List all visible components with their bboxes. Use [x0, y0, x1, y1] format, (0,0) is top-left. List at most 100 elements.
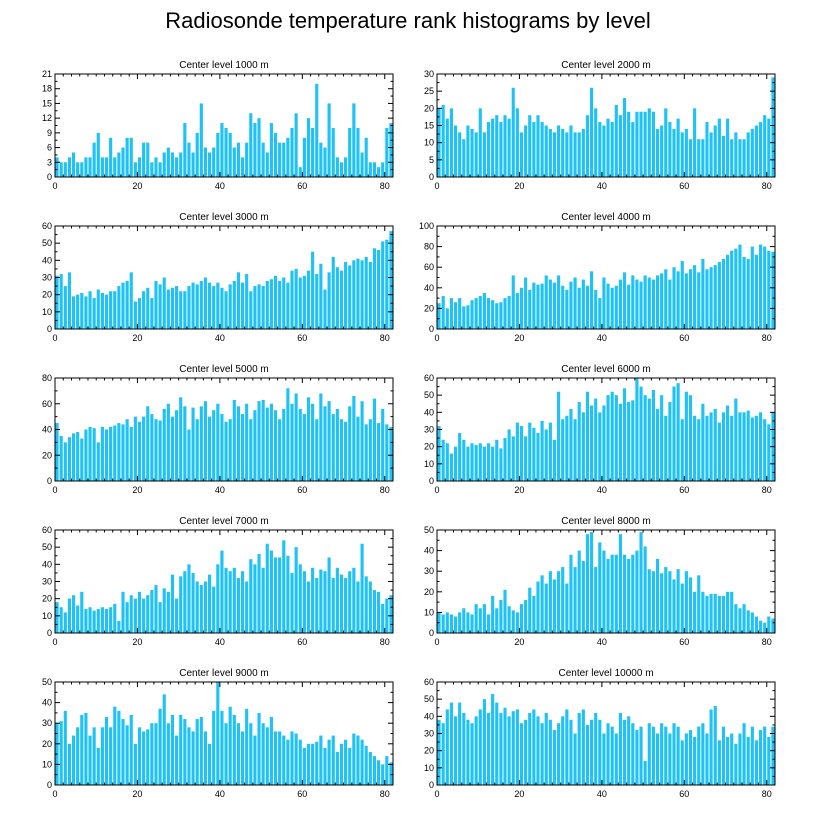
- bar: [647, 723, 651, 785]
- bar: [449, 453, 453, 481]
- bar: [224, 723, 228, 785]
- bar: [166, 289, 170, 329]
- bar: [610, 122, 614, 177]
- bar: [701, 591, 705, 633]
- bar: [614, 733, 618, 785]
- bar: [482, 292, 486, 329]
- bar: [273, 557, 278, 633]
- bar: [594, 567, 598, 633]
- bar: [195, 719, 199, 785]
- bar: [117, 152, 121, 177]
- bar: [565, 415, 569, 481]
- y-tick-label: 20: [42, 290, 52, 300]
- bar: [651, 390, 655, 481]
- bar: [208, 282, 212, 329]
- bar: [639, 726, 643, 785]
- bar: [614, 554, 618, 633]
- y-tick-label: 5: [429, 155, 434, 165]
- bar: [635, 730, 639, 785]
- bar: [224, 421, 228, 481]
- bar: [261, 723, 265, 785]
- bar: [92, 727, 96, 785]
- bar: [590, 405, 594, 481]
- bar: [269, 403, 273, 481]
- bar: [294, 393, 298, 481]
- bar: [602, 405, 606, 481]
- y-tick-label: 40: [424, 711, 434, 721]
- bar: [721, 726, 726, 785]
- bar: [511, 436, 515, 481]
- bar: [647, 108, 651, 177]
- y-tick-label: 18: [42, 84, 52, 94]
- bar: [203, 401, 208, 481]
- bar: [121, 591, 125, 633]
- bar: [360, 152, 364, 177]
- bar: [643, 395, 647, 481]
- bar: [590, 271, 594, 329]
- bar: [372, 248, 377, 329]
- bar: [606, 283, 610, 329]
- bar: [150, 414, 154, 481]
- x-tick-label: 80: [762, 181, 772, 191]
- bar: [154, 584, 158, 633]
- bar: [680, 132, 684, 177]
- bar: [92, 142, 96, 177]
- bar: [441, 439, 445, 481]
- bar: [179, 152, 183, 177]
- bar: [331, 256, 335, 329]
- bar: [470, 614, 474, 633]
- bar: [557, 125, 561, 177]
- x-tick-label: 40: [597, 181, 607, 191]
- bar: [540, 122, 544, 177]
- bar: [183, 123, 187, 177]
- bar: [515, 292, 519, 329]
- bar: [561, 716, 565, 785]
- y-tick-label: 0: [429, 172, 434, 182]
- bar: [319, 393, 323, 481]
- bar: [377, 760, 381, 785]
- y-tick-label: 50: [424, 694, 434, 704]
- bar: [356, 258, 360, 329]
- bar: [750, 246, 754, 329]
- bar: [129, 714, 133, 785]
- bar: [717, 262, 721, 329]
- bar: [298, 167, 302, 177]
- bar: [462, 608, 466, 633]
- bar: [705, 122, 709, 177]
- bar: [360, 401, 364, 481]
- bar: [585, 724, 590, 785]
- bar: [577, 402, 581, 481]
- bar: [730, 415, 734, 481]
- bar: [581, 279, 585, 329]
- bar: [158, 602, 162, 633]
- bar: [627, 402, 631, 481]
- bar: [162, 588, 166, 633]
- bar: [486, 712, 491, 785]
- panel-title: Center level 9000 m: [179, 668, 269, 679]
- bar: [352, 103, 356, 177]
- bar: [203, 581, 208, 633]
- bar: [565, 289, 569, 329]
- bar: [462, 139, 466, 177]
- y-tick-label: 25: [424, 86, 434, 96]
- bar: [389, 426, 393, 481]
- bar: [709, 709, 713, 785]
- bar: [306, 397, 311, 481]
- panel-title: Center level 2000 m: [561, 60, 651, 71]
- bar: [660, 395, 664, 481]
- bar: [466, 446, 470, 481]
- panel-10: Center level 10000 m 0 20 40 60 80 0 10 20 30 40 50…: [424, 668, 776, 799]
- bar: [759, 412, 763, 481]
- bar: [84, 296, 88, 329]
- bar: [499, 448, 503, 481]
- bar: [631, 723, 635, 785]
- panel-title: Center level 8000 m: [561, 516, 651, 527]
- bar: [742, 412, 746, 481]
- bar: [348, 127, 352, 177]
- bar: [750, 726, 754, 785]
- bar: [610, 554, 614, 633]
- bar: [738, 244, 742, 329]
- bar: [680, 419, 684, 481]
- y-tick-label: 60: [424, 262, 434, 272]
- bar: [717, 740, 721, 785]
